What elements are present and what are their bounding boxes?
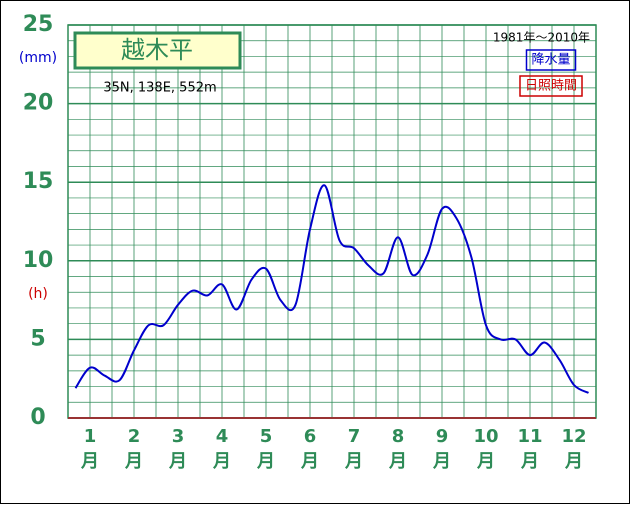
x-tick-unit: 月 <box>520 451 539 472</box>
x-tick-unit: 月 <box>256 451 275 472</box>
y-unit-left: (mm) <box>19 50 57 66</box>
period: 1981年〜2010年 <box>493 31 590 45</box>
y-tick-label: 25 <box>23 12 54 37</box>
y-tick-label: 15 <box>23 169 54 194</box>
x-tick-unit: 月 <box>344 451 363 472</box>
y-tick-label: 5 <box>30 326 45 351</box>
y-unit-right: (h) <box>28 286 48 302</box>
y-tick-label: 10 <box>23 248 54 273</box>
x-tick-unit: 月 <box>300 451 319 472</box>
y-tick-label: 20 <box>23 91 54 116</box>
legend-label: 降水量 <box>531 53 570 68</box>
legend-box <box>525 49 577 71</box>
x-tick-unit: 月 <box>476 451 495 472</box>
x-tick-label: 6 <box>304 426 317 447</box>
series-line <box>74 184 589 394</box>
x-tick-label: 12 <box>561 426 586 447</box>
x-tick-label: 7 <box>348 426 361 447</box>
x-tick-label: 11 <box>517 426 542 447</box>
x-tick-label: 5 <box>260 426 273 447</box>
legend-label: 日照時間 <box>525 79 577 94</box>
x-tick-unit: 月 <box>124 451 143 472</box>
subtitle: 35N, 138E, 552m <box>103 81 216 96</box>
y-tick-label: 0 <box>30 405 45 430</box>
x-tick-unit: 月 <box>564 451 583 472</box>
x-tick-label: 10 <box>473 426 498 447</box>
chart-title: 越木平 <box>121 36 193 64</box>
x-tick-label: 8 <box>392 426 405 447</box>
x-tick-label: 3 <box>172 426 185 447</box>
x-tick-unit: 月 <box>388 451 407 472</box>
x-tick-label: 4 <box>216 426 229 447</box>
x-tick-label: 1 <box>84 426 97 447</box>
x-tick-unit: 月 <box>212 451 231 472</box>
x-tick-label: 9 <box>436 426 449 447</box>
legend-box <box>519 75 583 97</box>
x-tick-unit: 月 <box>168 451 187 472</box>
x-tick-unit: 月 <box>432 451 451 472</box>
x-tick-label: 2 <box>128 426 141 447</box>
x-tick-unit: 月 <box>80 451 99 472</box>
title-box <box>73 31 242 70</box>
